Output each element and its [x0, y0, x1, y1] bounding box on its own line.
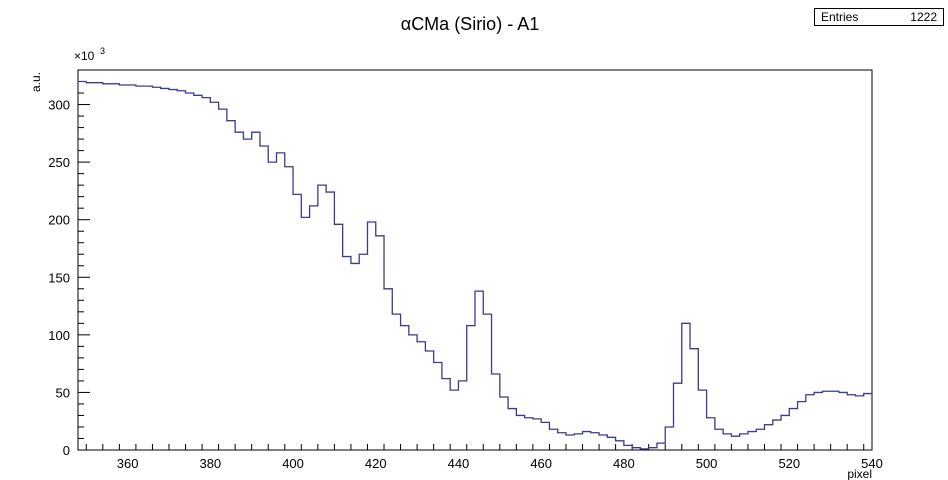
y-tick-label: 300 — [48, 98, 70, 113]
x-tick-label: 380 — [199, 456, 221, 471]
x-tick-label: 420 — [365, 456, 387, 471]
labels-group: 360 380 400 420 440 460 480 500 520 540 0 50 100 150 2… — [29, 46, 883, 480]
stats-label: Entries — [821, 10, 859, 24]
y-exponent-power: 3 — [100, 46, 105, 56]
y-tick-label: 150 — [48, 270, 70, 285]
x-tick-label: 460 — [530, 456, 552, 471]
y-tick-label: 250 — [48, 155, 70, 170]
x-tick-label: 520 — [778, 456, 800, 471]
x-tick-label: 440 — [448, 456, 470, 471]
stats-box: Entries 1222 — [814, 8, 944, 26]
y-tick-label: 200 — [48, 213, 70, 228]
y-tick-label: 50 — [56, 385, 70, 400]
histogram-line — [78, 80, 872, 450]
y-axis-label: a.u. — [29, 72, 43, 92]
x-tick-label: 500 — [696, 456, 718, 471]
x-tick-label: 480 — [613, 456, 635, 471]
axes-group — [77, 69, 873, 451]
y-tick-label: 100 — [48, 328, 70, 343]
x-tick-label: 540 — [861, 456, 883, 471]
series-group — [78, 80, 872, 450]
stats-value: 1222 — [910, 10, 937, 24]
x-tick-label: 400 — [282, 456, 304, 471]
x-tick-label: 360 — [117, 456, 139, 471]
x-axis-label: pixel — [847, 467, 872, 480]
y-tick-label: 0 — [63, 443, 70, 458]
ticks-group — [78, 69, 865, 451]
chart-title: αCMa (Sirio) - A1 — [400, 14, 540, 34]
y-exponent-label: ×10 — [74, 49, 95, 63]
plot-frame — [77, 69, 873, 451]
